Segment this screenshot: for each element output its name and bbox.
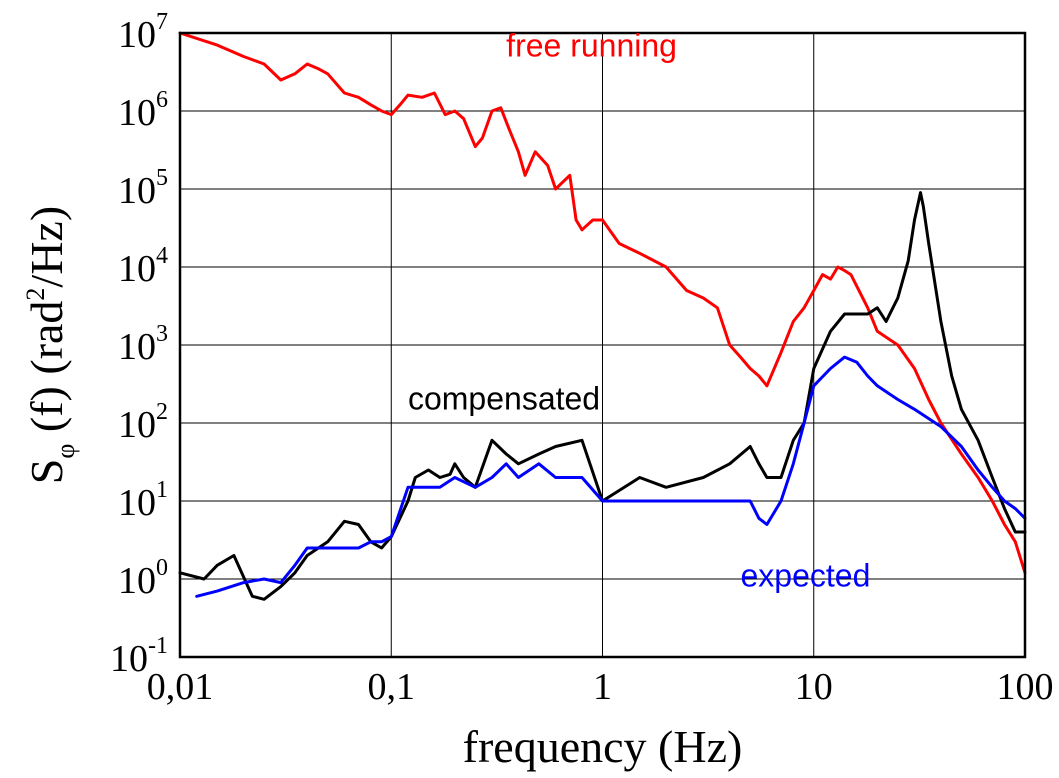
- x-tick-label: 10: [795, 666, 833, 708]
- data-series: [178, 31, 1027, 601]
- y-tick-label: 104: [118, 243, 168, 290]
- series-annotations: free running compensated expected: [408, 27, 870, 593]
- x-tick-label: 1: [593, 666, 612, 708]
- y-axis-label: Sφ (f) (rad2/Hz): [21, 206, 80, 484]
- x-tick-label: 0,1: [368, 666, 416, 708]
- y-tick-label: 100: [118, 555, 168, 602]
- y-axis-label-base: S: [21, 459, 72, 485]
- series-line-expected: [195, 355, 1027, 598]
- y-tick-label: 103: [118, 321, 168, 368]
- y-axis-label-end: /Hz): [21, 206, 72, 288]
- x-tick-labels: 0,01 0,1 1 10 100: [147, 666, 1054, 708]
- y-tick-label: 106: [118, 87, 168, 134]
- x-tick-label: 0,01: [147, 666, 214, 708]
- y-axis-label-superscript: 2: [21, 288, 50, 301]
- series-line-compensated: [178, 191, 1027, 601]
- series-label-compensated: compensated: [408, 380, 600, 416]
- series-label-expected: expected: [740, 558, 870, 594]
- series-label-free-running: free running: [506, 27, 677, 63]
- y-tick-label: 101: [118, 477, 168, 524]
- y-tick-label: 10-1: [110, 633, 168, 680]
- y-axis-label-subscript: φ: [51, 444, 80, 459]
- series-line-free-running: [178, 31, 1027, 575]
- plot-frame: [178, 31, 1027, 659]
- y-tick-label: 102: [118, 399, 168, 446]
- y-tick-labels: 10-1 100 101 102 103 104 105 106 107: [110, 9, 168, 680]
- y-tick-label: 107: [118, 9, 168, 56]
- x-tick-label: 100: [997, 666, 1054, 708]
- x-axis-label: frequency (Hz): [463, 721, 743, 772]
- y-axis-label-middle: (f) (rad: [21, 301, 72, 444]
- y-tick-label: 105: [118, 165, 168, 212]
